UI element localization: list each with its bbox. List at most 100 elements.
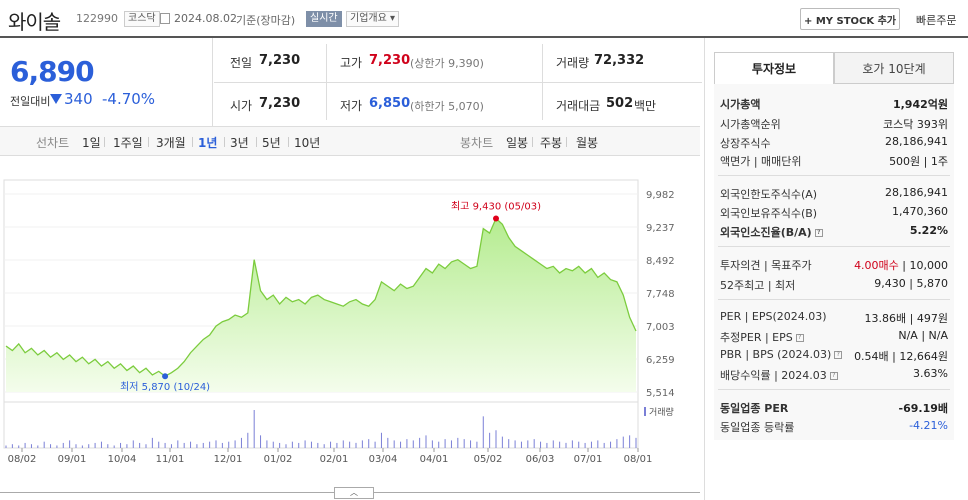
info-value: 9,430 | 5,870 <box>874 277 949 290</box>
y-tick-label: 7,003 <box>646 322 675 333</box>
info-row: 추정PER | EPS? N/A | N/A <box>720 329 948 345</box>
candle-daily[interactable]: 일봉 <box>506 136 529 150</box>
date-basis: 기준(장마감) <box>236 14 296 27</box>
info-row[interactable]: 시가총액순위 코스닥 393위 <box>720 116 948 132</box>
period-5y[interactable]: 5년 <box>262 136 281 150</box>
divider <box>214 82 702 83</box>
info-value: -69.19배 <box>898 402 948 415</box>
separator <box>224 137 225 147</box>
y-tick-label: 9,237 <box>646 223 675 234</box>
candle-chart-label: 봉차트 <box>460 136 494 150</box>
volume-legend-swatch <box>644 407 646 416</box>
panel-divider <box>704 38 705 500</box>
info-key: 동일업종 PER <box>720 402 789 415</box>
collapse-handle[interactable]: ︿ <box>334 487 374 499</box>
change-value: 340 <box>64 90 93 108</box>
info-key: 투자의견 | 목표주가 <box>720 259 812 272</box>
info-value: N/A | N/A <box>898 329 948 342</box>
add-mystock-button[interactable]: + MY STOCK 추가 <box>800 8 900 30</box>
info-panel <box>714 84 954 440</box>
prev-close-label: 전일 <box>230 56 253 70</box>
help-icon[interactable]: ? <box>814 229 823 237</box>
info-row[interactable]: 동일업종 등락률 -4.21% <box>720 419 948 435</box>
info-row: 시가총액 1,942억원 <box>720 96 948 112</box>
info-key: PER | EPS(2024.03) <box>720 310 827 323</box>
date-text: 2024.08.02 <box>174 12 237 25</box>
open-label: 시가 <box>230 99 253 113</box>
x-tick-label: 06/03 <box>526 454 555 465</box>
x-tick-label: 08/01 <box>624 454 653 465</box>
info-row: PER | EPS(2024.03) 13.86배 | 497원 <box>720 310 948 326</box>
period-3y[interactable]: 3년 <box>230 136 249 150</box>
info-key: PBR | BPS (2024.03)? <box>720 348 843 364</box>
high-annotation: 최고 9,430 (05/03) <box>451 200 541 212</box>
stock-code: 122990 <box>76 12 118 25</box>
divider <box>718 175 950 176</box>
separator <box>148 137 149 147</box>
info-value: 28,186,941 <box>885 135 948 148</box>
market-badge: 코스닥 <box>124 11 160 27</box>
y-tick-label: 5,514 <box>646 388 675 399</box>
volume-legend: 거래량 <box>649 406 674 418</box>
info-value: -4.21% <box>909 419 948 432</box>
separator <box>288 137 289 147</box>
high-marker <box>493 215 499 222</box>
high-value: 7,230 <box>369 53 411 68</box>
lower-limit: (하한가 5,070) <box>410 100 484 113</box>
y-tick-label: 6,259 <box>646 355 675 366</box>
period-bar <box>0 126 700 156</box>
upper-limit: (상한가 9,390) <box>410 57 484 70</box>
fast-order-button[interactable]: 빠른주문 <box>916 14 957 27</box>
x-tick-label: 12/01 <box>214 454 243 465</box>
low-marker <box>162 373 169 380</box>
tab-orderbook[interactable]: 호가 10단계 <box>834 52 954 84</box>
help-icon[interactable]: ? <box>829 372 838 380</box>
period-1y[interactable]: 1년 <box>198 136 218 150</box>
x-tick-label: 07/01 <box>574 454 603 465</box>
help-icon[interactable]: ? <box>795 334 804 342</box>
x-tick-label: 02/01 <box>320 454 349 465</box>
period-1d[interactable]: 1일 <box>82 136 101 150</box>
info-row: 외국인소진율(B/A)? 5.22% <box>720 224 948 240</box>
separator <box>532 137 533 147</box>
header-divider <box>0 36 968 38</box>
info-row[interactable]: 동일업종 PER -69.19배 <box>720 400 948 416</box>
info-key: 시가총액 <box>720 98 761 111</box>
candle-weekly[interactable]: 주봉 <box>540 136 563 150</box>
separator <box>566 137 567 147</box>
low-label: 저가 <box>340 99 363 113</box>
tab-invest-info[interactable]: 투자정보 <box>714 52 834 84</box>
period-3m[interactable]: 3개월 <box>156 136 186 150</box>
info-value: 13.86배 | 497원 <box>864 312 948 325</box>
opinion-value: 4.00매수 <box>854 259 899 272</box>
help-icon[interactable]: ? <box>834 351 843 359</box>
x-tick-label: 11/01 <box>156 454 185 465</box>
info-key: 상장주식수 <box>720 137 771 150</box>
y-tick-label: 8,492 <box>646 256 675 267</box>
stock-name: 와이솔 <box>8 10 61 34</box>
x-tick-label: 08/02 <box>8 454 37 465</box>
price-chart[interactable]: 9,982 9,237 8,492 7,748 7,003 6,259 5,514 최고 9,… <box>0 170 702 470</box>
divider <box>718 299 950 300</box>
prev-close-value: 7,230 <box>259 53 301 68</box>
separator <box>104 137 105 147</box>
current-price: 6,890 <box>10 55 95 88</box>
volume-frame <box>3 401 639 449</box>
period-10y[interactable]: 10년 <box>294 136 321 150</box>
52w-low: 5,870 <box>916 277 949 290</box>
info-value: 5.22% <box>909 224 948 237</box>
divider <box>212 38 213 126</box>
info-value: 코스닥 393위 <box>883 118 948 131</box>
realtime-badge[interactable]: 실시간 <box>306 11 342 27</box>
target-price: 10,000 <box>909 259 949 272</box>
separator <box>192 137 193 147</box>
down-arrow-icon <box>50 94 62 104</box>
corp-info-dropdown[interactable]: 기업개요 ▾ <box>346 11 399 27</box>
candle-monthly[interactable]: 월봉 <box>576 136 599 150</box>
info-value: 3.63% <box>913 367 948 380</box>
change-percent: -4.70% <box>102 90 156 108</box>
x-tick-label: 03/04 <box>369 454 398 465</box>
period-1w[interactable]: 1주일 <box>113 136 143 150</box>
info-key: 시가총액순위 <box>720 118 781 131</box>
52w-high: 9,430 <box>874 277 906 290</box>
